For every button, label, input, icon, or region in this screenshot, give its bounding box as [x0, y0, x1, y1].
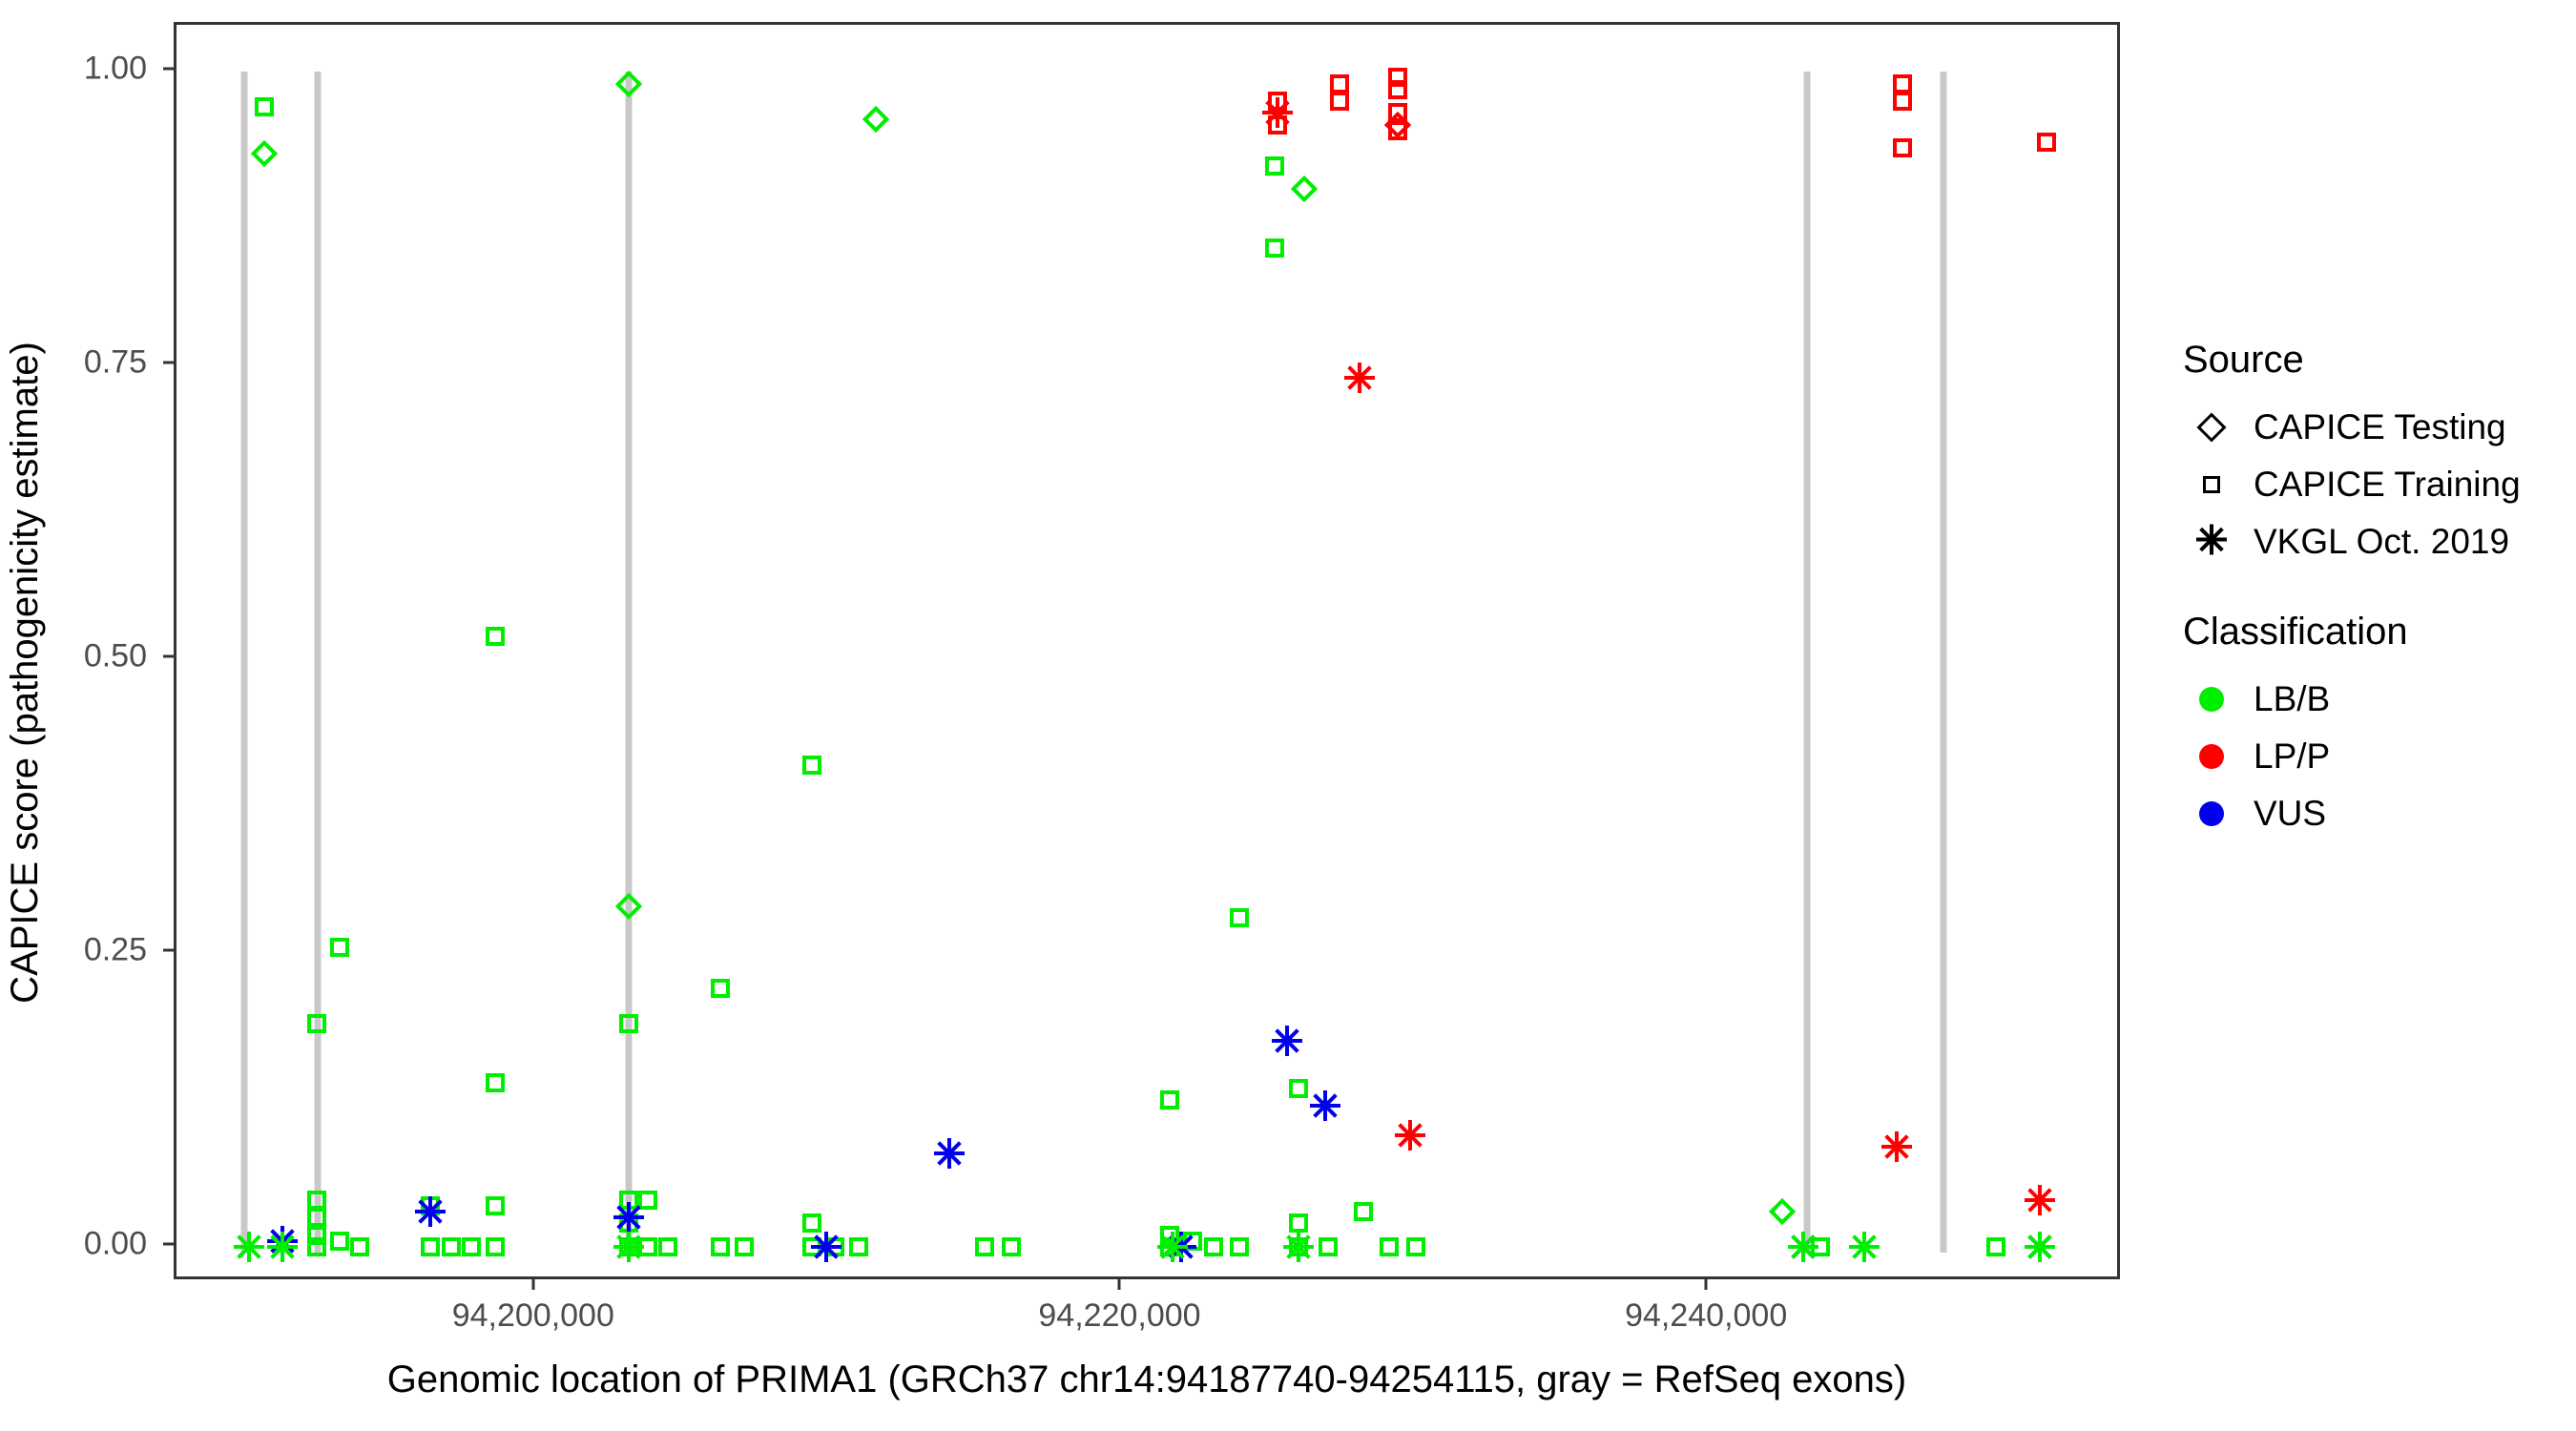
legend-item-label: CAPICE Training: [2254, 465, 2521, 504]
legend-spacer: [2183, 570, 2565, 611]
y-tick-mark: [163, 67, 174, 71]
x-tick-label: 94,240,000: [1625, 1297, 1788, 1334]
legend-classification-title: Classification: [2183, 611, 2408, 653]
color-dot-icon: [2183, 728, 2240, 785]
legend-item-label: VKGL Oct. 2019: [2254, 522, 2510, 561]
y-tick-mark: [163, 1242, 174, 1246]
legend-item-label: LB/B: [2254, 679, 2331, 718]
square-marker-icon: [2183, 456, 2240, 513]
color-dot-icon: [2183, 671, 2240, 728]
exon-bar: [1940, 72, 1947, 1254]
exon-bar: [1803, 72, 1811, 1254]
y-tick-label: 1.00: [83, 50, 147, 87]
exon-bar: [314, 72, 322, 1254]
x-tick-mark: [531, 1279, 535, 1290]
x-tick-label: 94,220,000: [1038, 1297, 1201, 1334]
asterisk-marker-icon: [2183, 513, 2240, 570]
x-tick-mark: [1704, 1279, 1708, 1290]
legend-source-items: CAPICE Testing CAPICE Training VKGL Oct. 2…: [2183, 399, 2565, 570]
y-tick-label: 0.25: [83, 931, 147, 968]
legend-item-label: LP/P: [2254, 736, 2331, 776]
legend-item-vus[interactable]: VUS: [2183, 785, 2565, 842]
x-axis-title: Genomic location of PRIMA1 (GRCh37 chr14…: [386, 1358, 1907, 1400]
diamond-marker-icon: [2183, 399, 2240, 456]
legend-item-lp-p[interactable]: LP/P: [2183, 728, 2565, 785]
y-tick-mark: [163, 654, 174, 658]
x-tick-mark: [1117, 1279, 1121, 1290]
legend-classification-items: LB/B LP/P VUS: [2183, 671, 2565, 842]
legend: Source CAPICE Testing CAPICE Training VKGL…: [2183, 339, 2565, 842]
y-tick-label: 0.50: [83, 637, 147, 674]
exon-bar: [240, 72, 248, 1254]
y-axis: 0.00 0.25 0.50 0.75 1.00: [0, 0, 174, 1431]
legend-item-label: VUS: [2254, 794, 2327, 833]
legend-item-square[interactable]: CAPICE Training: [2183, 456, 2565, 513]
legend-item-diamond[interactable]: CAPICE Testing: [2183, 399, 2565, 456]
x-tick-label: 94,200,000: [451, 1297, 614, 1334]
y-tick-mark: [163, 361, 174, 364]
legend-item-label: CAPICE Testing: [2254, 407, 2506, 446]
legend-source-title: Source: [2183, 339, 2304, 381]
legend-item-lb-b[interactable]: LB/B: [2183, 671, 2565, 728]
y-tick-label: 0.75: [83, 343, 147, 381]
exon-bar: [625, 72, 633, 1254]
y-tick-label: 0.00: [83, 1225, 147, 1262]
color-dot-icon: [2183, 785, 2240, 842]
legend-item-asterisk[interactable]: VKGL Oct. 2019: [2183, 513, 2565, 570]
y-tick-mark: [163, 948, 174, 952]
